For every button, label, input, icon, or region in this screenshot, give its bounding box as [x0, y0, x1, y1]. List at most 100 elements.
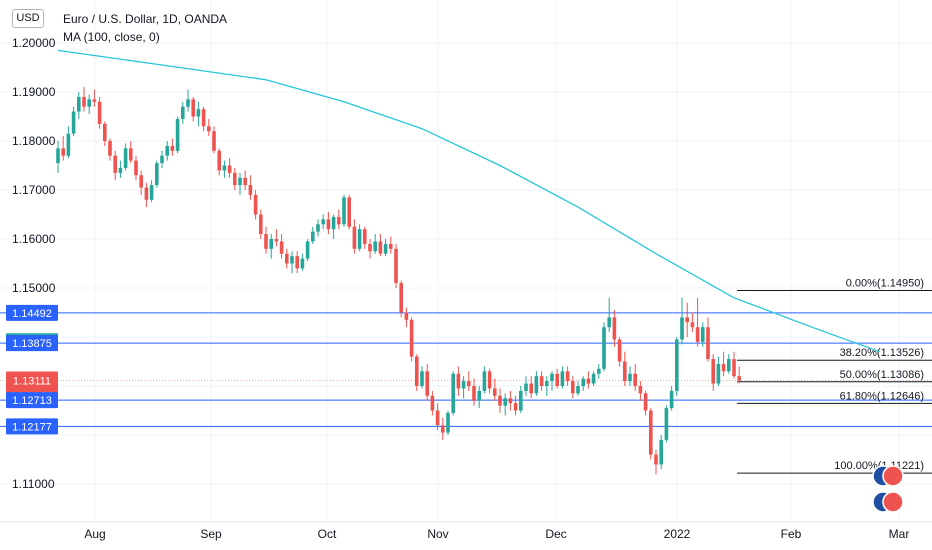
candle-body [617, 339, 622, 362]
candle-body [118, 167, 123, 173]
indicator-label[interactable]: MA (100, close, 0) [63, 30, 160, 44]
fib-level-label: 38.20%(1.13526) [840, 347, 924, 359]
candle-body [576, 386, 580, 394]
candle-body [513, 403, 518, 411]
candle-body [113, 155, 117, 173]
candle-body [295, 256, 299, 269]
candle-body [721, 363, 726, 372]
candle-body [290, 256, 294, 264]
candle-body [550, 373, 554, 382]
candle-body [690, 322, 695, 328]
x-tick-label: 2022 [664, 527, 691, 541]
eu-flag-icon[interactable] [882, 465, 904, 487]
candle-body [695, 327, 700, 342]
candle-body [581, 378, 585, 386]
candle-body [285, 253, 289, 264]
x-tick-label: Dec [545, 527, 566, 541]
candle-body [311, 231, 315, 242]
candle-body [155, 163, 159, 186]
candle-body [368, 243, 372, 252]
level-badge-bg [6, 392, 58, 409]
y-tick-label: 1.19000 [12, 85, 56, 99]
candle-body [279, 241, 284, 254]
x-tick-label: Nov [427, 527, 448, 541]
candle-body [524, 383, 528, 391]
candle-body [259, 214, 263, 235]
candle-body [227, 165, 232, 173]
candle-body [628, 373, 632, 382]
candle-body [649, 410, 653, 455]
candle-body [243, 177, 247, 186]
candle-body [248, 185, 253, 195]
price-badges: 1.144921.139131.138751.1311104:08:501.12… [6, 304, 58, 435]
candle-body [149, 185, 154, 200]
candle-body [300, 258, 305, 269]
candle-body [363, 229, 367, 244]
candle-body [461, 381, 466, 389]
candle-body [71, 111, 76, 134]
candle-body [233, 172, 237, 186]
candle-body [347, 197, 351, 227]
candle-body [638, 386, 643, 394]
x-tick-label: Sep [200, 527, 222, 541]
candle-body [326, 219, 331, 230]
candle-body [456, 373, 461, 389]
candle-body [66, 133, 71, 156]
candle-body [534, 376, 539, 394]
candle-body [191, 99, 195, 117]
level-badge: 1.14492 [12, 308, 52, 320]
candle-body [201, 109, 206, 127]
candle-body [56, 148, 60, 164]
currency-button[interactable]: USD [12, 9, 44, 28]
candle-body [701, 327, 705, 342]
candle-body [108, 141, 112, 156]
chart-legend: Euro / U.S. Dollar, 1D, OANDA MA (100, c… [63, 10, 227, 46]
candle-body [711, 359, 715, 384]
level-badge-bg [6, 418, 58, 435]
candle-body [181, 106, 185, 119]
candle-body [337, 216, 341, 225]
candle-body [612, 317, 617, 340]
candle-body [664, 408, 669, 440]
candle-body [170, 145, 175, 151]
price-axis[interactable]: 1.20000 1.19000 1.18000 1.17000 1.16000 1.150… [12, 36, 56, 491]
candle-body [503, 398, 507, 406]
time-axis[interactable]: Aug Sep Oct Nov Dec 2022 Feb Mar [0, 521, 932, 541]
candle-body [571, 381, 575, 394]
candle-body [316, 224, 320, 232]
candle-body [342, 197, 346, 225]
level-badge: 1.13875 [12, 338, 52, 350]
fibonacci-retracement[interactable]: 0.00%(1.14950) 38.20%(1.13526) 50.00%(1.13… [737, 277, 932, 474]
candle-body [274, 239, 279, 242]
ma-100-line [57, 49, 880, 353]
candle-body [222, 165, 227, 171]
candle-body [331, 216, 336, 230]
candle-body [123, 148, 128, 168]
event-flags[interactable] [872, 465, 904, 513]
candle-body [607, 317, 611, 328]
candle-body [669, 390, 674, 409]
candle-body [643, 393, 648, 411]
y-tick-label: 1.16000 [12, 232, 56, 246]
candle-body [238, 177, 242, 186]
candle-body [586, 378, 591, 384]
candle-body [305, 241, 310, 259]
candle-body [92, 99, 97, 102]
candle-body [269, 239, 273, 249]
candle-body [394, 248, 398, 284]
candle-body [441, 425, 445, 433]
x-tick-label: Oct [318, 527, 337, 541]
y-tick-label: 1.20000 [12, 36, 56, 50]
us-flag-icon[interactable] [882, 491, 904, 513]
fib-level-label: 50.00%(1.13086) [840, 369, 924, 381]
candle-body [378, 241, 383, 254]
candle-body [560, 371, 565, 386]
candle-body [404, 312, 409, 320]
level-badge-bg [6, 335, 58, 352]
level-badge: 1.12713 [12, 395, 52, 407]
candle-body [165, 145, 169, 156]
x-tick-label: Feb [781, 527, 802, 541]
symbol-title[interactable]: Euro / U.S. Dollar, 1D, OANDA [63, 12, 228, 26]
candle-body [451, 373, 455, 413]
